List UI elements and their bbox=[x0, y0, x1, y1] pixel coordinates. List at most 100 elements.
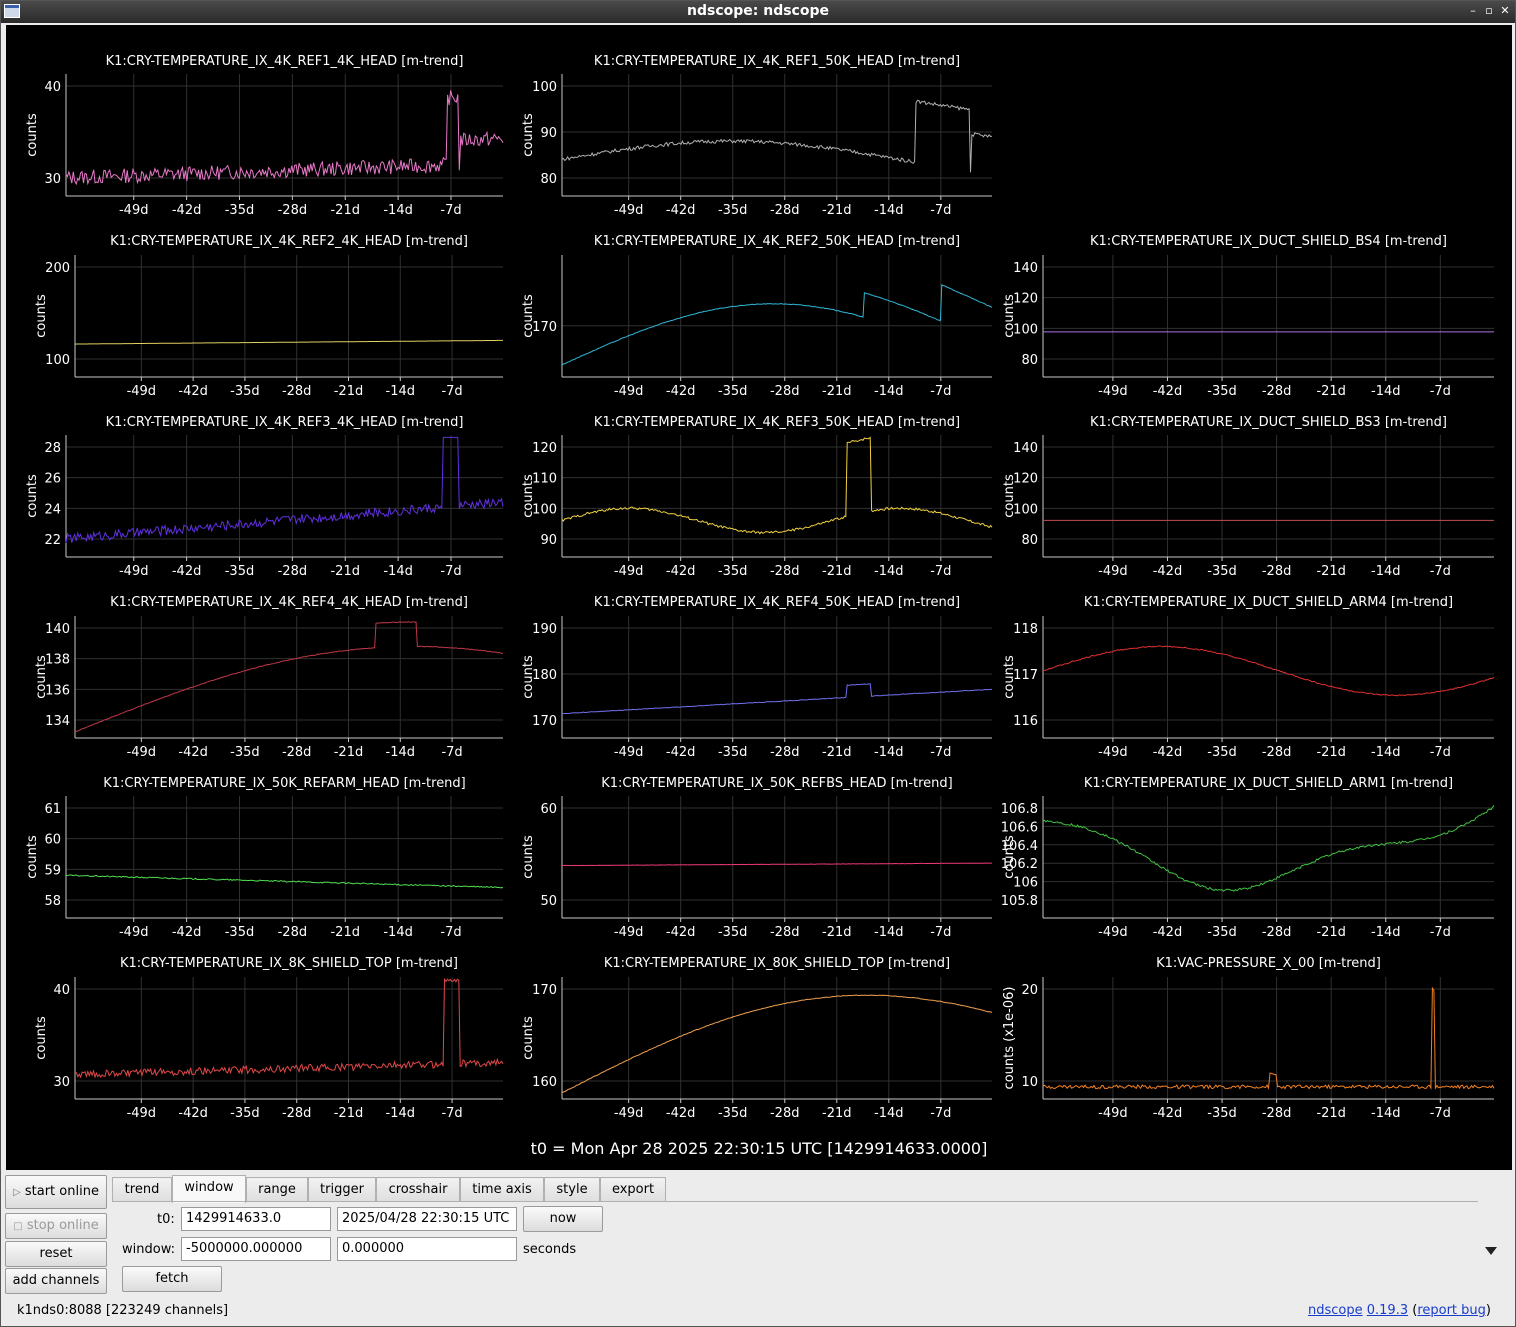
y-tick-label: 118 bbox=[1013, 622, 1038, 637]
plot-12[interactable]: K1:CRY-TEMPERATURE_IX_50K_REFARM_HEAD [m… bbox=[25, 776, 504, 940]
plots-canvas: K1:CRY-TEMPERATURE_IX_4K_REF1_4K_HEAD [m… bbox=[25, 54, 1495, 1121]
chevron-down-icon[interactable] bbox=[1485, 1247, 1497, 1255]
y-tick-label: 160 bbox=[532, 1075, 557, 1090]
x-tick-label: -21d bbox=[1316, 925, 1346, 940]
plot-11[interactable]: K1:CRY-TEMPERATURE_IX_DUCT_SHIELD_ARM4 [… bbox=[1002, 595, 1495, 760]
x-tick-label: -21d bbox=[334, 745, 364, 760]
report-bug-link[interactable]: report bug bbox=[1417, 1303, 1486, 1318]
plot-13[interactable]: K1:CRY-TEMPERATURE_IX_50K_REFBS_HEAD [m-… bbox=[521, 776, 992, 940]
y-tick-label: 170 bbox=[532, 983, 557, 998]
trace-line bbox=[561, 994, 993, 1094]
x-tick-label: -49d bbox=[1098, 745, 1128, 760]
x-tick-label: -21d bbox=[822, 384, 852, 399]
x-tick-label: -35d bbox=[718, 1106, 748, 1121]
plot-17[interactable]: K1:VAC-PRESSURE_X_00 [m-trend] 20 10 -49d -4… bbox=[1002, 956, 1495, 1121]
t0-utc-input[interactable]: 2025/04/28 22:30:15 UTC bbox=[337, 1207, 517, 1231]
plot-4[interactable]: K1:CRY-TEMPERATURE_IX_4K_REF2_50K_HEAD [… bbox=[521, 234, 993, 399]
plot-title: K1:CRY-TEMPERATURE_IX_DUCT_SHIELD_BS4 [m… bbox=[1090, 234, 1447, 249]
y-tick-label: 80 bbox=[540, 172, 557, 187]
x-tick-label: -42d bbox=[178, 384, 208, 399]
tab-trigger[interactable]: trigger bbox=[308, 1177, 376, 1202]
start-online-button[interactable]: ▷ start online bbox=[5, 1175, 107, 1209]
tab-export[interactable]: export bbox=[600, 1177, 666, 1202]
minimize-icon[interactable]: – bbox=[1470, 4, 1476, 17]
y-tick-label: 190 bbox=[532, 622, 557, 637]
version-link[interactable]: 0.19.3 bbox=[1366, 1303, 1409, 1318]
x-tick-label: -35d bbox=[225, 925, 255, 940]
x-tick-label: -28d bbox=[282, 745, 312, 760]
x-tick-label: -28d bbox=[770, 203, 800, 218]
x-tick-label: -49d bbox=[614, 203, 644, 218]
x-tick-label: -28d bbox=[278, 203, 308, 218]
window-start-input[interactable]: -5000000.000000 bbox=[181, 1237, 331, 1261]
y-tick-label: 10 bbox=[1021, 1075, 1038, 1090]
x-tick-label: -28d bbox=[278, 925, 308, 940]
now-button[interactable]: now bbox=[523, 1206, 603, 1232]
x-tick-label: -7d bbox=[930, 203, 951, 218]
maximize-icon[interactable]: ▫ bbox=[1485, 4, 1493, 17]
t0-label: t0 = Mon Apr 28 2025 22:30:15 UTC [14299… bbox=[530, 1139, 988, 1158]
ndscope-link[interactable]: ndscope bbox=[1307, 1303, 1363, 1318]
t0-gps-input[interactable]: 1429914633.0 bbox=[181, 1207, 331, 1231]
x-tick-label: -14d bbox=[386, 384, 416, 399]
x-tick-label: -7d bbox=[1430, 1106, 1451, 1121]
plot-1[interactable]: K1:CRY-TEMPERATURE_IX_4K_REF1_4K_HEAD [m… bbox=[25, 54, 504, 218]
x-tick-label: -7d bbox=[440, 925, 461, 940]
x-tick-label: -14d bbox=[1371, 384, 1401, 399]
y-tick-label: 120 bbox=[1013, 472, 1038, 487]
x-tick-label: -14d bbox=[874, 384, 904, 399]
x-tick-label: -49d bbox=[119, 203, 149, 218]
plot-7[interactable]: K1:CRY-TEMPERATURE_IX_4K_REF3_50K_HEAD [… bbox=[521, 415, 993, 579]
x-tick-label: -14d bbox=[874, 564, 904, 579]
app-icon[interactable] bbox=[4, 4, 20, 18]
plot-10[interactable]: K1:CRY-TEMPERATURE_IX_4K_REF4_50K_HEAD [… bbox=[521, 595, 993, 760]
x-tick-label: -35d bbox=[1207, 745, 1237, 760]
y-tick-label: 105.8 bbox=[1001, 894, 1038, 909]
x-tick-label: -14d bbox=[874, 745, 904, 760]
plot-16[interactable]: K1:CRY-TEMPERATURE_IX_80K_SHIELD_TOP [m-… bbox=[521, 956, 993, 1121]
x-tick-label: -42d bbox=[1153, 564, 1183, 579]
tab-time-axis[interactable]: time axis bbox=[460, 1177, 544, 1202]
tab-crosshair[interactable]: crosshair bbox=[376, 1177, 460, 1202]
x-tick-label: -42d bbox=[1153, 925, 1183, 940]
close-icon[interactable]: ✕ bbox=[1500, 4, 1510, 17]
x-tick-label: -42d bbox=[178, 745, 208, 760]
y-tick-label: 90 bbox=[540, 126, 557, 141]
plot-3[interactable]: K1:CRY-TEMPERATURE_IX_4K_REF2_4K_HEAD [m… bbox=[34, 234, 503, 399]
x-tick-label: -28d bbox=[1262, 1106, 1292, 1121]
y-tick-label: 61 bbox=[44, 802, 61, 817]
x-tick-label: -7d bbox=[441, 384, 462, 399]
x-tick-label: -28d bbox=[770, 745, 800, 760]
x-tick-label: -14d bbox=[383, 203, 413, 218]
x-tick-label: -49d bbox=[614, 745, 644, 760]
y-tick-label: 80 bbox=[1021, 533, 1038, 548]
y-tick-label: 24 bbox=[44, 502, 61, 517]
y-tick-label: 30 bbox=[53, 1075, 70, 1090]
fetch-button[interactable]: fetch bbox=[122, 1266, 222, 1292]
x-tick-label: -28d bbox=[770, 384, 800, 399]
plot-14[interactable]: K1:CRY-TEMPERATURE_IX_DUCT_SHIELD_ARM1 [… bbox=[1001, 776, 1495, 940]
x-tick-label: -21d bbox=[1316, 564, 1346, 579]
reset-button[interactable]: reset bbox=[5, 1241, 107, 1267]
add-channels-button[interactable]: add channels bbox=[5, 1268, 107, 1294]
plot-8[interactable]: K1:CRY-TEMPERATURE_IX_DUCT_SHIELD_BS3 [m… bbox=[1002, 415, 1494, 579]
plot-9[interactable]: K1:CRY-TEMPERATURE_IX_4K_REF4_4K_HEAD [m… bbox=[34, 595, 504, 760]
tab-range[interactable]: range bbox=[246, 1177, 308, 1202]
y-tick-label: 117 bbox=[1013, 668, 1038, 683]
tab-trend[interactable]: trend bbox=[112, 1177, 172, 1202]
y-axis-label: counts bbox=[34, 294, 49, 338]
window-end-input[interactable]: 0.000000 bbox=[337, 1237, 517, 1261]
plot-title: K1:CRY-TEMPERATURE_IX_50K_REFBS_HEAD [m-… bbox=[601, 776, 953, 791]
plot-15[interactable]: K1:CRY-TEMPERATURE_IX_8K_SHIELD_TOP [m-t… bbox=[34, 956, 504, 1121]
plot-6[interactable]: K1:CRY-TEMPERATURE_IX_4K_REF3_4K_HEAD [m… bbox=[25, 415, 504, 579]
stop-online-button[interactable]: □ stop online bbox=[5, 1213, 107, 1239]
x-tick-label: -21d bbox=[822, 564, 852, 579]
plot-5[interactable]: K1:CRY-TEMPERATURE_IX_DUCT_SHIELD_BS4 [m… bbox=[1002, 234, 1494, 399]
x-tick-label: -7d bbox=[930, 1106, 951, 1121]
x-tick-label: -49d bbox=[614, 384, 644, 399]
tab-style[interactable]: style bbox=[544, 1177, 600, 1202]
x-tick-label: -7d bbox=[930, 925, 951, 940]
plot-2[interactable]: K1:CRY-TEMPERATURE_IX_4K_REF1_50K_HEAD [… bbox=[521, 54, 993, 218]
tab-window[interactable]: window bbox=[172, 1175, 246, 1203]
plot-title: K1:CRY-TEMPERATURE_IX_4K_REF3_50K_HEAD [… bbox=[594, 415, 960, 430]
